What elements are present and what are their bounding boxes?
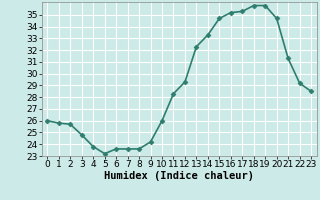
X-axis label: Humidex (Indice chaleur): Humidex (Indice chaleur)	[104, 171, 254, 181]
